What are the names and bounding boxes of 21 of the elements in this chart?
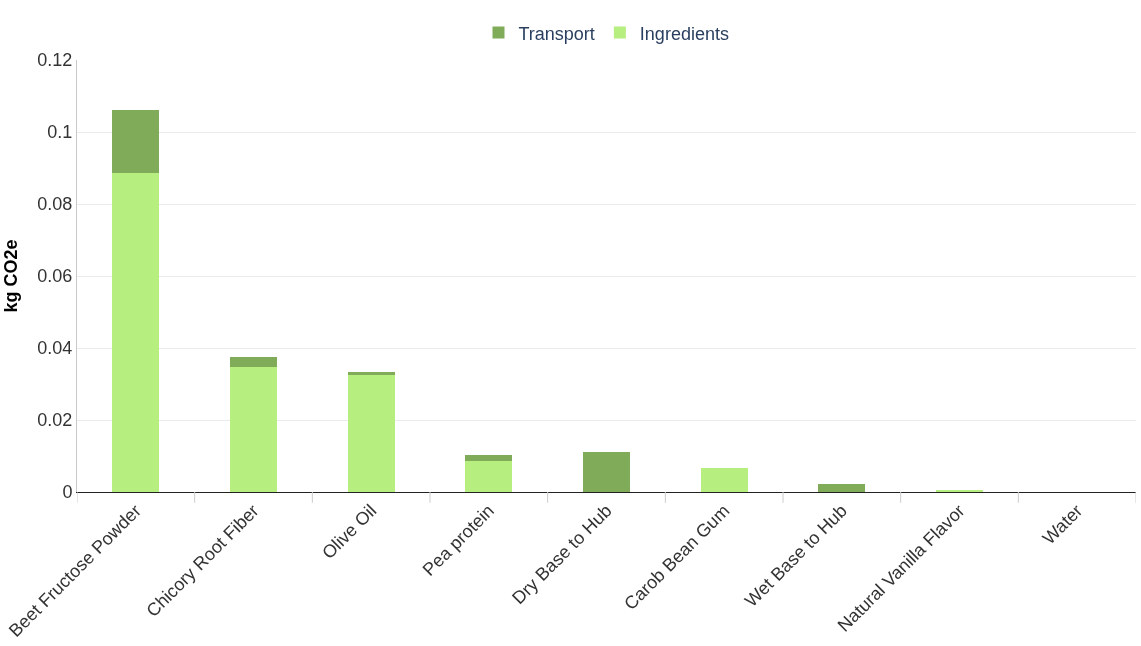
bar [465,455,513,462]
y-tick-label: 0.04 [37,338,73,359]
bar [229,356,278,368]
bar [112,172,160,492]
bar [465,461,513,492]
bar [818,483,866,492]
bar [700,468,748,492]
legend-label: Transport [518,23,595,44]
bar [347,374,395,492]
y-tick-label: 0.1 [47,122,73,143]
y-axis-title: kg CO2e [0,239,21,313]
y-tick-label: 0 [62,482,73,503]
bar [112,109,160,173]
y-tick-label: 0.02 [37,410,73,431]
y-tick-label: 0.08 [37,194,73,215]
bar [347,372,395,375]
bar [229,367,278,492]
y-tick-label: 0.12 [37,50,73,71]
legend-label: Ingredients [639,23,729,44]
y-tick-label: 0.06 [37,266,73,287]
bar [582,451,631,492]
